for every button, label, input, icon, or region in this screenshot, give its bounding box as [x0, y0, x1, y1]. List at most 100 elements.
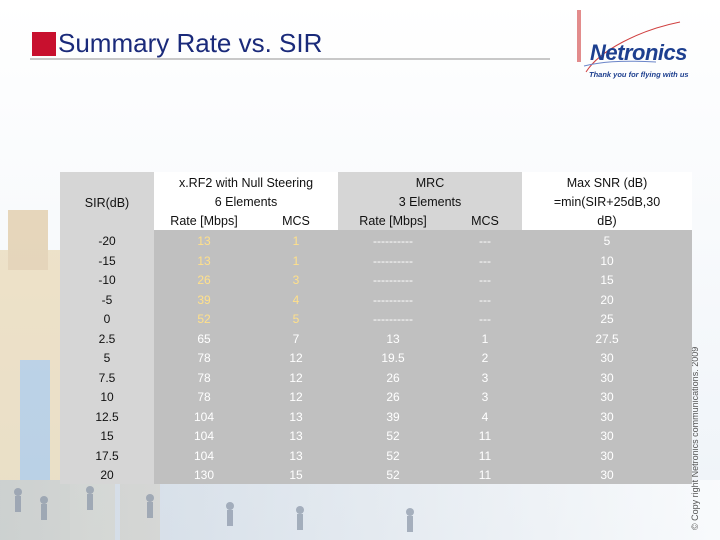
cell-max-snr: 30 — [600, 351, 614, 365]
cell-xrf2-rate: 78 — [197, 351, 211, 365]
cell-mrc-mcs: --- — [479, 312, 491, 326]
cell-xrf2-mcs: 12 — [289, 351, 303, 365]
cell-mrc-rate: 26 — [386, 390, 400, 404]
logo-tagline: Thank you for flying with us — [589, 70, 689, 79]
cell-sir: -15 — [98, 253, 116, 268]
cell-mrc-mcs: 4 — [481, 409, 489, 424]
cell-mrc-rate: 39 — [386, 409, 400, 424]
header-xrf2-mcs: MCS — [282, 214, 310, 228]
cell-max-snr: 30 — [600, 390, 614, 404]
cell-mrc-rate: ---------- — [373, 312, 413, 326]
cell-sir: 2.5 — [98, 331, 116, 346]
cell-sir: 20 — [100, 468, 114, 482]
cell-mrc-rate: ---------- — [373, 253, 413, 268]
cell-max-snr: 20 — [600, 292, 614, 307]
cell-mrc-mcs: 1 — [481, 331, 489, 346]
cell-max-snr: 10 — [600, 253, 614, 268]
cell-xrf2-rate: 78 — [197, 390, 211, 404]
sir-column-background — [60, 172, 154, 484]
cell-max-snr: 25 — [600, 312, 614, 326]
cell-xrf2-mcs: 13 — [289, 429, 303, 443]
cell-max-snr: 30 — [600, 409, 614, 424]
cell-mrc-mcs: --- — [479, 273, 491, 287]
cell-sir: -10 — [98, 273, 116, 287]
cell-xrf2-mcs: 12 — [289, 390, 303, 404]
cell-max-snr: 15 — [600, 273, 614, 287]
cell-max-snr: 27.5 — [595, 331, 619, 346]
cell-xrf2-rate: 104 — [193, 448, 215, 463]
cell-mrc-rate: 19.5 — [381, 351, 405, 365]
cell-mrc-mcs: 3 — [481, 370, 489, 385]
cell-xrf2-mcs: 7 — [292, 331, 300, 346]
cell-xrf2-rate: 104 — [193, 429, 215, 443]
cell-sir: 7.5 — [98, 370, 116, 385]
cell-xrf2-mcs: 1 — [292, 234, 300, 248]
cell-mrc-rate: 52 — [386, 468, 400, 482]
cell-xrf2-rate: 13 — [197, 253, 211, 268]
cell-mrc-rate: 26 — [386, 370, 400, 385]
table-body-background — [154, 230, 692, 484]
header-maxsnr-formula-end: dB) — [597, 214, 617, 228]
cell-mrc-rate: 52 — [386, 448, 400, 463]
cell-mrc-rate: ---------- — [373, 234, 413, 248]
title-accent-square — [32, 32, 56, 56]
cell-mrc-mcs: --- — [479, 292, 491, 307]
cell-mrc-mcs: 11 — [478, 429, 492, 443]
header-sir: SIR(dB) — [84, 196, 130, 210]
cell-xrf2-mcs: 5 — [292, 312, 300, 326]
header-mrc-elements: 3 Elements — [398, 195, 462, 209]
header-maxsnr-formula: =min(SIR+25dB,30 — [553, 195, 661, 209]
header-xrf2-elements: 6 Elements — [214, 195, 278, 209]
slide-title: Summary Rate vs. SIR — [58, 28, 323, 58]
header-mrc-rate: Rate [Mbps] — [359, 214, 427, 228]
cell-sir: -20 — [98, 234, 116, 248]
cell-xrf2-rate: 13 — [197, 234, 211, 248]
cell-xrf2-rate: 130 — [193, 468, 215, 482]
maxsnr-header-background — [522, 172, 692, 230]
cell-mrc-mcs: 3 — [481, 390, 489, 404]
cell-mrc-mcs: --- — [479, 253, 491, 268]
cell-mrc-mcs: 11 — [478, 448, 492, 463]
cell-mrc-mcs: 2 — [481, 351, 489, 365]
cell-sir: 17.5 — [95, 448, 119, 463]
cell-xrf2-mcs: 13 — [289, 448, 303, 463]
cell-mrc-rate: 52 — [386, 429, 400, 443]
cell-xrf2-mcs: 1 — [292, 253, 300, 268]
logo-wordmark: Netronics — [590, 40, 687, 65]
cell-xrf2-rate: 104 — [193, 409, 215, 424]
cell-xrf2-rate: 78 — [197, 370, 211, 385]
cell-sir: 0 — [103, 312, 111, 326]
header-mrc-title: MRC — [415, 176, 445, 190]
cell-xrf2-mcs: 3 — [292, 273, 300, 287]
header-xrf2-title: x.RF2 with Null Steering — [178, 176, 314, 190]
cell-max-snr: 30 — [600, 370, 614, 385]
cell-xrf2-rate: 39 — [197, 292, 211, 307]
cell-max-snr: 30 — [600, 429, 614, 443]
header-mrc-mcs: MCS — [471, 214, 499, 228]
cell-max-snr: 30 — [600, 448, 614, 463]
header-maxsnr-title: Max SNR (dB) — [566, 176, 648, 190]
cell-sir: 5 — [103, 351, 111, 365]
cell-xrf2-mcs: 13 — [289, 409, 303, 424]
cell-sir: 10 — [100, 390, 114, 404]
cell-xrf2-mcs: 15 — [289, 468, 303, 482]
cell-sir: 15 — [100, 429, 114, 443]
rate-vs-sir-table: SIR(dB) x.RF2 with Null Steering 6 Eleme… — [60, 172, 692, 484]
cell-mrc-rate: 13 — [386, 331, 400, 346]
cell-sir: -5 — [101, 292, 113, 307]
cell-xrf2-rate: 26 — [197, 273, 211, 287]
cell-mrc-rate: ---------- — [373, 273, 413, 287]
netronics-logo-swoosh — [577, 10, 681, 73]
cell-sir: 12.5 — [95, 409, 119, 424]
cell-mrc-rate: ---------- — [373, 292, 413, 307]
cell-xrf2-rate: 65 — [197, 331, 211, 346]
cell-xrf2-mcs: 12 — [289, 370, 303, 385]
mrc-header-background — [338, 172, 522, 230]
cell-xrf2-rate: 52 — [197, 312, 211, 326]
cell-xrf2-mcs: 4 — [292, 292, 300, 307]
header-xrf2-rate: Rate [Mbps] — [170, 214, 238, 228]
cell-max-snr: 30 — [600, 468, 614, 482]
cell-max-snr: 5 — [603, 234, 611, 248]
cell-mrc-mcs: 11 — [478, 468, 492, 482]
cell-mrc-mcs: --- — [479, 234, 491, 248]
